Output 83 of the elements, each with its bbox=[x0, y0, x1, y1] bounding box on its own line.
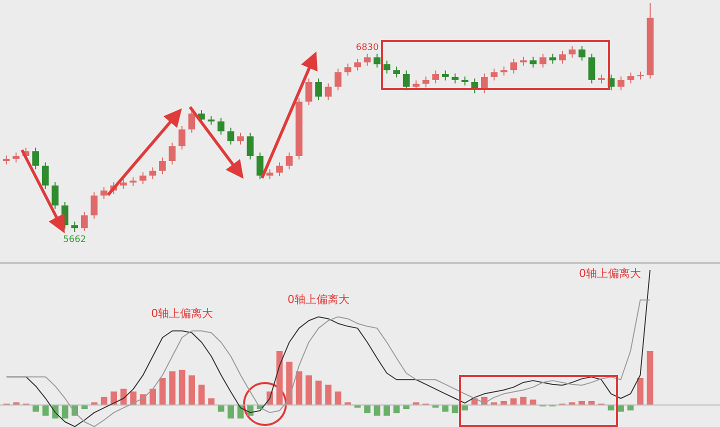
bar bbox=[198, 384, 205, 405]
bar bbox=[637, 378, 644, 405]
bar bbox=[169, 371, 176, 405]
candlestick bbox=[42, 162, 49, 190]
candlestick bbox=[588, 53, 596, 84]
candlestick bbox=[324, 82, 332, 101]
candlestick bbox=[578, 46, 586, 62]
annotation: 0轴上偏离大 bbox=[151, 306, 214, 320]
annotation: 0轴上偏离大 bbox=[288, 292, 350, 306]
candlestick bbox=[490, 68, 498, 81]
bar bbox=[42, 405, 49, 416]
candlestick bbox=[159, 157, 166, 175]
candlestick bbox=[227, 127, 234, 146]
bar bbox=[62, 405, 68, 418]
candlestick bbox=[188, 110, 196, 134]
annotation: 5662 bbox=[63, 235, 86, 245]
candlestick bbox=[334, 68, 342, 91]
bar bbox=[286, 362, 292, 405]
candlestick bbox=[305, 78, 312, 106]
candlestick bbox=[12, 152, 20, 163]
bar bbox=[32, 405, 39, 412]
candlestick bbox=[256, 152, 264, 180]
candlestick bbox=[549, 53, 556, 64]
annotation: 6830 bbox=[356, 42, 380, 53]
candlestick bbox=[315, 78, 322, 101]
bar bbox=[325, 384, 332, 405]
bar bbox=[150, 388, 156, 405]
bar bbox=[384, 405, 390, 416]
candlestick bbox=[402, 70, 410, 91]
candlestick bbox=[178, 125, 186, 150]
candlestick bbox=[246, 132, 254, 160]
bar bbox=[188, 375, 195, 405]
bar bbox=[110, 392, 117, 405]
candlestick bbox=[383, 60, 390, 74]
candlestick bbox=[168, 142, 176, 165]
candlestick bbox=[344, 63, 352, 76]
candlestick bbox=[559, 50, 566, 64]
bar bbox=[618, 405, 624, 412]
candlestick bbox=[637, 71, 644, 80]
bar bbox=[315, 380, 322, 405]
candlestick bbox=[80, 211, 88, 232]
bar bbox=[462, 405, 468, 410]
candlestick bbox=[364, 53, 371, 66]
bar bbox=[208, 398, 214, 405]
candlestick bbox=[266, 168, 274, 180]
bar bbox=[334, 392, 342, 405]
bar bbox=[228, 405, 234, 418]
candlestick bbox=[237, 132, 244, 146]
candlestick bbox=[286, 152, 293, 170]
candlestick bbox=[374, 53, 380, 68]
candlestick bbox=[432, 70, 440, 84]
bar bbox=[296, 371, 302, 405]
bar bbox=[218, 405, 224, 412]
candlestick bbox=[452, 73, 459, 84]
candlestick bbox=[627, 72, 634, 84]
bar bbox=[520, 396, 526, 405]
annotation: 0轴上偏离大 bbox=[579, 267, 642, 280]
candlestick bbox=[100, 186, 108, 200]
candlestick bbox=[354, 58, 361, 72]
bar bbox=[646, 351, 654, 405]
candlestick bbox=[442, 70, 449, 81]
bar bbox=[178, 370, 186, 405]
candlestick bbox=[276, 162, 283, 177]
candlestick bbox=[618, 76, 624, 91]
candlestick bbox=[393, 66, 400, 78]
candlestick bbox=[120, 178, 127, 190]
bar bbox=[247, 405, 254, 416]
candlestick bbox=[32, 147, 40, 170]
bar bbox=[159, 378, 166, 405]
candlestick bbox=[568, 46, 576, 58]
candlestick bbox=[422, 76, 430, 88]
bar bbox=[374, 405, 380, 416]
candlestick bbox=[540, 53, 546, 68]
bar bbox=[442, 405, 448, 412]
bar bbox=[130, 392, 136, 405]
candlestick bbox=[218, 117, 224, 136]
candlestick bbox=[52, 182, 59, 210]
bar bbox=[364, 405, 370, 414]
candlestick bbox=[90, 192, 98, 220]
bar bbox=[306, 375, 312, 405]
candlestick bbox=[510, 58, 518, 74]
candlestick bbox=[71, 221, 78, 232]
candlestick bbox=[140, 172, 146, 185]
